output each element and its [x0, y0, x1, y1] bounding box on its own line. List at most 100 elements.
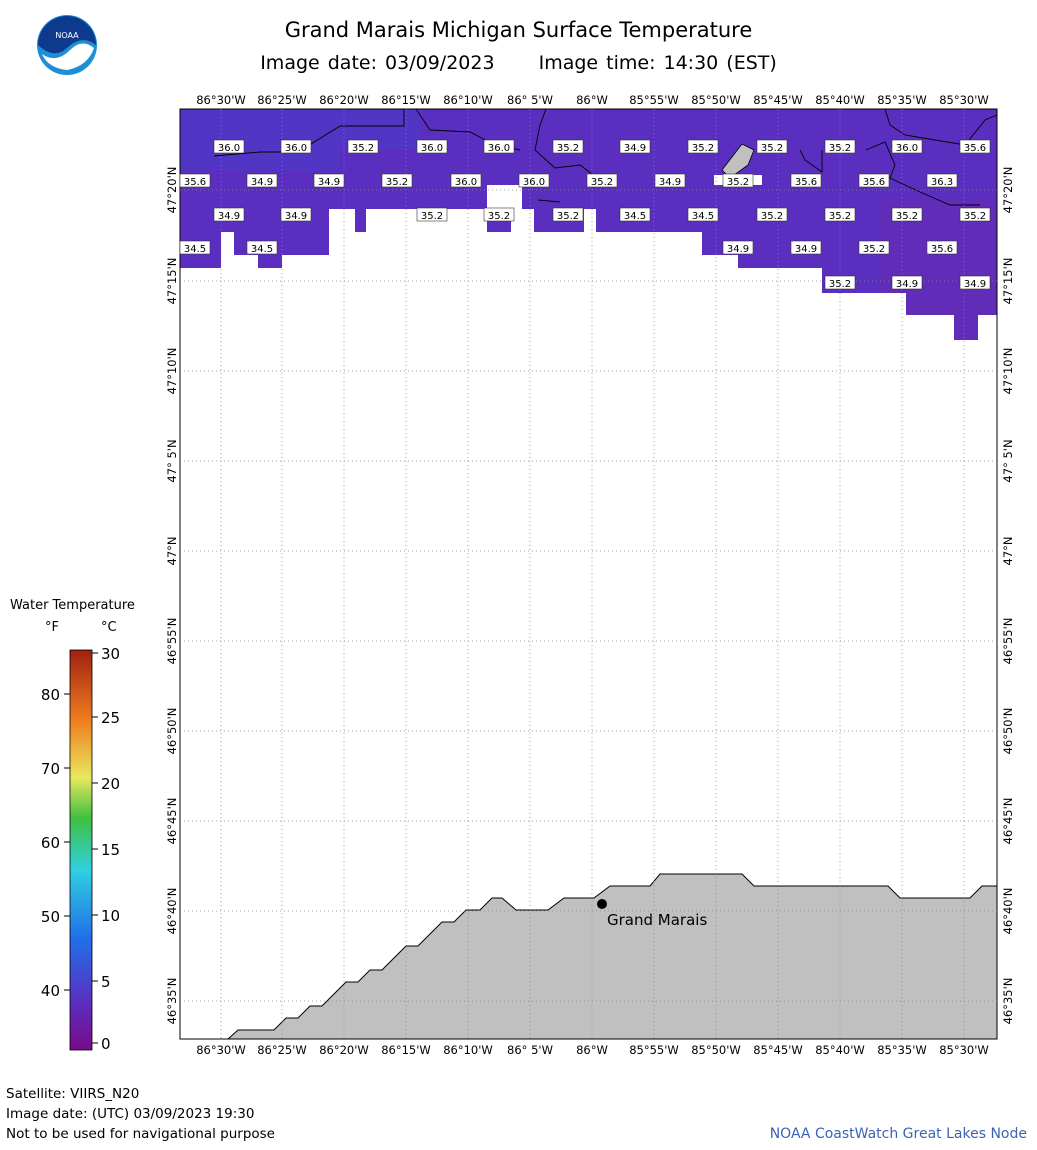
- temperature-label: 35.2: [381, 173, 413, 188]
- legend-label-f: 50: [41, 908, 60, 926]
- latitude-label: 47°15'N: [1001, 258, 1015, 305]
- longitude-label: 86°25'W: [257, 1043, 307, 1057]
- svg-text:34.9: 34.9: [285, 211, 307, 222]
- isotherm-lines: [213, 109, 997, 206]
- latitude-label: 46°35'N: [165, 978, 179, 1025]
- svg-text:36.0: 36.0: [523, 177, 545, 188]
- credit-link[interactable]: NOAA CoastWatch Great Lakes Node: [769, 1126, 1027, 1142]
- latitude-label: 47°N: [165, 537, 179, 566]
- utc-date: Image date: (UTC) 03/09/2023 19:30: [6, 1106, 255, 1122]
- longitude-label: 85°40'W: [815, 93, 865, 107]
- svg-text:36.0: 36.0: [421, 143, 443, 154]
- svg-text:36.0: 36.0: [896, 143, 918, 154]
- town-dot: [597, 899, 607, 909]
- longitude-label: 86°20'W: [319, 93, 369, 107]
- svg-text:34.9: 34.9: [964, 279, 986, 290]
- lake-surface: [180, 109, 997, 340]
- latitude-label: 46°50'N: [1001, 708, 1015, 755]
- temperature-label: 34.9: [722, 240, 754, 255]
- svg-text:35.2: 35.2: [964, 211, 986, 222]
- temperature-label: 34.5: [687, 207, 719, 222]
- image-time: Image time: 14:30 (EST): [538, 52, 777, 74]
- svg-text:35.6: 35.6: [863, 177, 885, 188]
- latitude-label: 46°40'N: [1001, 888, 1015, 935]
- svg-text:35.2: 35.2: [863, 244, 885, 255]
- longitude-label: 86°10'W: [443, 93, 493, 107]
- svg-text:34.9: 34.9: [218, 211, 240, 222]
- legend-label-c: 10: [101, 907, 120, 925]
- svg-text:36.3: 36.3: [931, 177, 953, 188]
- temperature-label: 35.2: [824, 207, 856, 222]
- temperature-label: 35.6: [959, 139, 991, 154]
- temperature-label: 36.0: [518, 173, 550, 188]
- temperature-label: 35.2: [416, 207, 448, 222]
- longitude-label: 86°15'W: [381, 93, 431, 107]
- temperature-label: 35.2: [687, 139, 719, 154]
- latitude-label: 46°45'N: [165, 798, 179, 845]
- longitude-label: 86°W: [576, 1043, 608, 1057]
- svg-text:34.9: 34.9: [896, 279, 918, 290]
- svg-text:36.0: 36.0: [285, 143, 307, 154]
- temperature-label: 34.9: [959, 275, 991, 290]
- latitude-label: 47°10'N: [1001, 348, 1015, 395]
- svg-text:34.5: 34.5: [692, 211, 714, 222]
- latitude-label: 47° 5'N: [165, 439, 179, 482]
- latitude-label: 47°15'N: [165, 258, 179, 305]
- temperature-label: 35.2: [483, 207, 515, 222]
- temperature-label: 34.5: [246, 240, 278, 255]
- temperature-label: 36.0: [450, 173, 482, 188]
- legend-unit-f: °F: [45, 620, 59, 635]
- temperature-label: 34.9: [891, 275, 923, 290]
- temperature-label: 36.0: [891, 139, 923, 154]
- temperature-label: 36.0: [213, 139, 245, 154]
- svg-text:34.9: 34.9: [318, 177, 340, 188]
- longitude-label: 86°W: [576, 93, 608, 107]
- longitude-label: 86° 5'W: [507, 1043, 553, 1057]
- temperature-label: 36.0: [483, 139, 515, 154]
- svg-text:35.2: 35.2: [386, 177, 408, 188]
- longitude-label: 85°35'W: [877, 1043, 927, 1057]
- svg-text:35.6: 35.6: [964, 143, 986, 154]
- legend-label-c: 30: [101, 645, 120, 663]
- svg-text:34.9: 34.9: [659, 177, 681, 188]
- latitude-label: 47° 5'N: [1001, 439, 1015, 482]
- temperature-label: 36.3: [926, 173, 958, 188]
- latitude-labels-right: 47°20'N 47°15'N 47°10'N 47° 5'N 47°N 46°55'N 4…: [1001, 167, 1015, 1025]
- svg-text:35.2: 35.2: [896, 211, 918, 222]
- latitude-label: 46°40'N: [165, 888, 179, 935]
- temperature-label: 35.2: [959, 207, 991, 222]
- temperature-label: 35.2: [891, 207, 923, 222]
- temperature-label: 35.2: [347, 139, 379, 154]
- latitude-label: 46°45'N: [1001, 798, 1015, 845]
- svg-text:35.2: 35.2: [829, 211, 851, 222]
- temperature-labels: 36.0 36.0 35.2 36.0 36.0 35.2 34.9 35.2 35.2 35.2…: [179, 139, 991, 290]
- longitude-label: 85°50'W: [691, 1043, 741, 1057]
- latitude-label: 47°N: [1001, 537, 1015, 566]
- legend-label-f: 80: [41, 686, 60, 704]
- temperature-label: 36.0: [416, 139, 448, 154]
- temperature-label: 35.2: [756, 139, 788, 154]
- longitude-label: 85°30'W: [939, 1043, 989, 1057]
- svg-text:34.9: 34.9: [624, 143, 646, 154]
- temperature-label: 35.2: [722, 173, 754, 188]
- svg-text:34.9: 34.9: [727, 244, 749, 255]
- longitude-label: 85°50'W: [691, 93, 741, 107]
- svg-text:35.2: 35.2: [829, 143, 851, 154]
- graticule: [180, 109, 997, 1039]
- legend-label-c: 20: [101, 775, 120, 793]
- svg-text:34.5: 34.5: [184, 244, 206, 255]
- longitude-label: 85°55'W: [629, 93, 679, 107]
- latitude-label: 46°55'N: [165, 618, 179, 665]
- temperature-label: 35.2: [552, 207, 584, 222]
- svg-text:35.2: 35.2: [727, 177, 749, 188]
- latitude-label: 47°20'N: [165, 167, 179, 214]
- lake-shade: [180, 109, 420, 170]
- latitude-label: 47°10'N: [165, 348, 179, 395]
- svg-text:35.6: 35.6: [931, 244, 953, 255]
- temperature-label: 34.9: [790, 240, 822, 255]
- latitude-label: 46°55'N: [1001, 618, 1015, 665]
- grand-marais-marker: Grand Marais: [597, 899, 707, 929]
- legend-units: °F °C: [45, 620, 125, 635]
- svg-text:35.2: 35.2: [829, 279, 851, 290]
- latitude-label: 47°20'N: [1001, 167, 1015, 214]
